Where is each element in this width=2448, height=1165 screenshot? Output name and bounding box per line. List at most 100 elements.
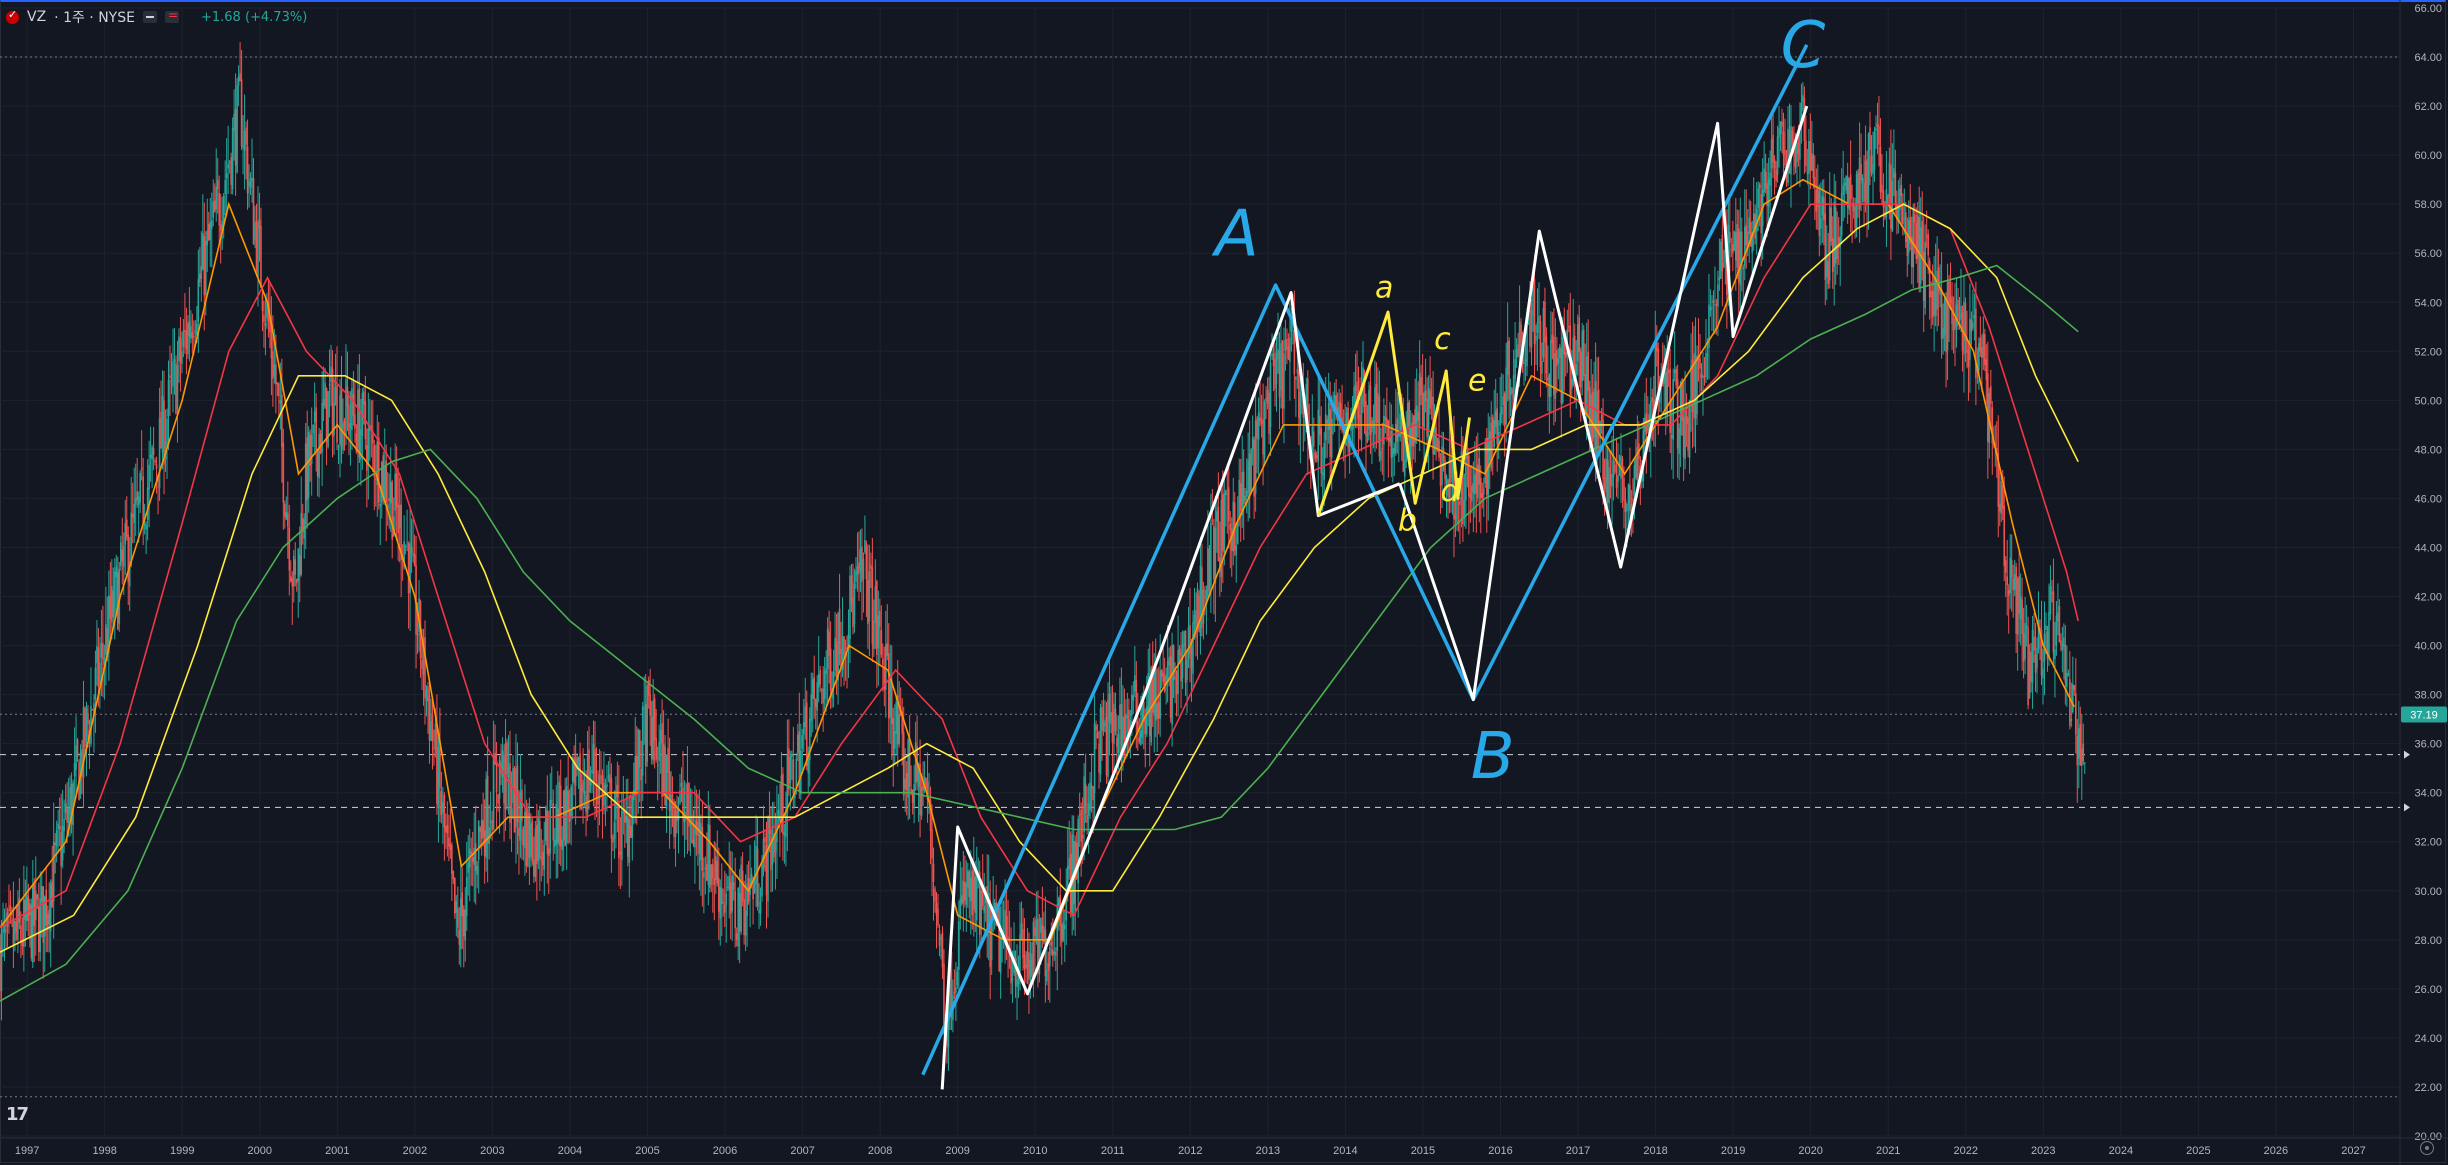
candle-body [1814,177,1816,188]
candle-body [884,644,887,690]
candle-body [1054,951,1057,956]
candle-body [1505,367,1507,424]
candle-body [1387,420,1390,440]
candle-body [328,384,331,386]
candle-body [638,730,641,768]
candle-body [1151,665,1154,713]
candle-body [559,785,562,847]
candle-body [1166,661,1169,682]
candle-body [354,414,356,429]
tradingview-logo-icon[interactable]: 17 [6,1104,29,1125]
candle-body [1071,834,1074,917]
candle-body [1107,699,1109,777]
candle-body [164,441,167,460]
candle-body [901,711,903,734]
candle-body [1751,232,1754,253]
candle-body [762,839,765,869]
gear-icon[interactable] [2420,1141,2434,1155]
candle-body [817,674,820,688]
candle-body [1969,318,1971,361]
candle-body [820,689,823,691]
candle-body [260,226,262,288]
candle-body [539,821,541,859]
candle-body [425,690,428,701]
candle-body [606,784,608,787]
x-tick-label: 2012 [1178,1145,1202,1157]
candle-body [1881,184,1883,193]
candle-body [2030,652,2032,682]
indicator-button[interactable] [164,8,179,23]
candle-body [37,906,40,952]
candle-body [755,845,757,885]
candle-body [266,300,268,318]
candle-body [134,497,137,505]
candle-body [536,824,538,865]
candle-body [1924,241,1926,308]
candle-body [2052,591,2055,653]
candle-body [658,741,660,761]
candle-body [1193,615,1196,624]
candle-body [1682,416,1685,458]
candle-body [54,842,56,846]
candle-body [1139,730,1142,746]
candle-body [989,899,991,968]
candle-body [2009,557,2011,594]
candle-body [163,400,165,465]
candle-body [1186,659,1188,680]
candle-body [1557,358,1560,364]
wave-label: b [1398,503,1417,538]
candle-body [1678,428,1680,454]
candle-body [1815,189,1818,212]
interval-label[interactable]: · 1주 · NYSE [54,10,135,26]
candle-body [200,266,203,279]
candle-body [221,220,223,234]
candle-body [2031,630,2034,683]
candle-body [471,857,474,862]
candle-body [1480,477,1482,499]
collapse-button[interactable] [142,11,157,23]
candle-body [712,864,714,879]
candle-body [1833,201,1836,267]
symbol-label[interactable]: VZ [27,9,47,25]
candle-body [1748,217,1751,235]
candle-body [1975,308,1977,379]
candle-body [2025,625,2028,629]
candle-body [445,826,447,833]
candle-body [1559,346,1561,358]
candle-body [719,886,722,919]
candle-body [1087,803,1090,816]
candle-body [333,402,335,436]
candle-body [203,236,206,296]
candle-body [1617,475,1619,482]
candle-body [792,759,795,794]
candle-body [1811,153,1813,171]
candle-body [2022,633,2025,662]
candle-body [555,803,558,845]
candle-body [615,790,617,820]
candle-body [1763,168,1765,193]
candle-body [388,498,391,501]
candle-body [925,777,927,789]
candle-body [146,487,149,521]
candle-body [850,575,853,604]
candle-body [1684,409,1686,460]
candle-body [255,220,258,272]
candle-body [109,596,112,619]
candle-body [1729,232,1731,243]
candle-body [459,898,462,950]
candle-body [786,755,789,814]
x-tick-label: 2020 [1798,1145,1822,1157]
candle-body [1171,644,1173,725]
candle-body [288,527,291,571]
candle-body [1369,385,1372,436]
candle-body [1673,370,1676,374]
candle-body [1855,173,1858,229]
candle-body [1280,343,1282,391]
candle-body [883,666,886,690]
candle-body [461,892,464,916]
candle-body [1330,418,1333,458]
candle-body [780,775,783,823]
candle-body [1394,423,1397,453]
candle-body [1888,162,1891,198]
